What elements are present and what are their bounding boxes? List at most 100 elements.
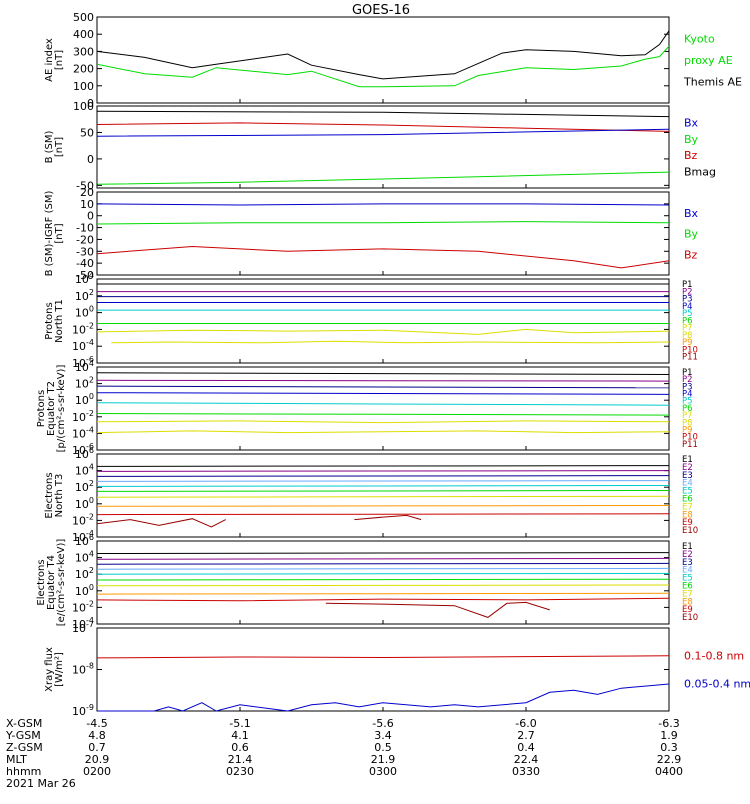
series-line (96, 552, 670, 554)
series-line (96, 465, 670, 467)
y-tick-label: 104 (75, 359, 94, 374)
legend-entry: Bz (684, 149, 698, 162)
y-tick-label: -30 (76, 245, 94, 258)
legend-entry: E4 (682, 479, 693, 489)
y-axis-label: Equator T4 (46, 555, 57, 610)
series-line (96, 655, 670, 659)
ephemeris-value: 0200 (83, 765, 111, 778)
series-line (96, 578, 670, 581)
y-tick-label: 100 (75, 305, 94, 320)
series-line (96, 45, 670, 88)
legend-entry: Bx (684, 116, 699, 129)
legend-entry: E5 (682, 487, 693, 497)
series-line (96, 475, 670, 477)
legend-entry: P1 (682, 280, 693, 290)
plot-title: GOES-16 (352, 3, 410, 18)
series-line (96, 122, 670, 132)
series-line (96, 221, 670, 225)
panel-frame (96, 16, 670, 104)
legend-entry: E1 (682, 455, 693, 465)
ephemeris-value: 21.4 (228, 753, 253, 766)
ephemeris-value: -4.5 (86, 717, 107, 730)
ephemeris-value: 0330 (512, 765, 540, 778)
y-tick-label: 100 (75, 583, 94, 598)
y-tick-label: 10 (80, 198, 94, 211)
ephemeris-value: 1.9 (660, 729, 678, 742)
legend-entry: E2 (682, 550, 693, 560)
y-tick-label: 500 (73, 11, 94, 24)
legend-entry: E6 (682, 582, 693, 592)
legend-entry: P7 (682, 411, 693, 421)
series-line (96, 372, 670, 375)
y-axis-label: Protons (36, 390, 47, 427)
legend-entry: P6 (682, 404, 693, 414)
y-tick-label: 10-8 (72, 662, 94, 677)
legend-entry: 0.1-0.8 nm (684, 650, 744, 663)
series-line (96, 557, 670, 560)
legend-entry: E4 (682, 566, 693, 576)
series-line (96, 245, 670, 269)
y-tick-label: 10-2 (72, 321, 94, 336)
ephemeris-value: 4.1 (231, 729, 249, 742)
ephemeris-value: 2.7 (517, 729, 535, 742)
legend-entry: P4 (682, 302, 693, 312)
y-tick-label: 10-9 (72, 703, 94, 718)
ephemeris-label: MLT (6, 753, 27, 766)
y-tick-label: 100 (75, 392, 94, 407)
series-line (96, 485, 670, 487)
legend-entry: P10 (682, 345, 698, 355)
series-line (96, 592, 670, 595)
y-axis-label: Equator T2 (46, 381, 57, 436)
y-tick-label: -50 (76, 269, 94, 282)
y-tick-label: -10 (76, 222, 94, 235)
ephemeris-value: 22.4 (514, 753, 539, 766)
y-tick-label: 300 (73, 45, 94, 58)
series-line (111, 340, 670, 344)
legend-entry: By (684, 133, 699, 146)
ephemeris-label: X-GSM (6, 717, 42, 730)
ephemeris-label: hhmm (6, 765, 41, 778)
legend-entry: P7 (682, 324, 693, 334)
series-line (325, 601, 550, 618)
legend-entry: Bz (684, 248, 698, 261)
series-line (96, 513, 670, 516)
legend-entry: P9 (682, 425, 693, 435)
y-axis-label: AE index (44, 38, 55, 82)
legend-entry: E9 (682, 518, 693, 528)
y-axis-label: North T1 (54, 299, 65, 343)
y-tick-label: 10-4 (72, 338, 94, 353)
series-line (96, 392, 670, 395)
series-line (96, 480, 670, 482)
legend-entry: Kyoto (684, 33, 715, 46)
ephemeris-label: Y-GSM (5, 729, 41, 742)
y-tick-label: 102 (75, 566, 94, 581)
series-line (97, 683, 670, 712)
legend-entry: P11 (682, 440, 698, 450)
legend-entry: P5 (682, 309, 693, 319)
series-line (96, 597, 670, 602)
y-axis-label: Electrons (36, 559, 47, 605)
ephemeris-label: Z-GSM (6, 741, 43, 754)
y-tick-label: 100 (73, 80, 94, 93)
legend-entry: E3 (682, 471, 693, 481)
legend-entry: E8 (682, 597, 693, 607)
y-tick-label: 106 (75, 446, 94, 461)
series-line (96, 584, 670, 587)
y-tick-label: 400 (73, 28, 94, 41)
panel-frame (96, 627, 670, 712)
legend-entry: Bmag (684, 166, 716, 179)
legend-entry: P4 (682, 390, 693, 400)
legend-entry: E9 (682, 605, 693, 615)
series-line (96, 379, 670, 382)
y-axis-label: Xray flux (44, 647, 55, 692)
y-tick-label: 102 (75, 479, 94, 494)
plot-date: 2021 Mar 26 (6, 777, 76, 790)
legend-entry: P11 (682, 353, 698, 363)
y-tick-label: 104 (75, 463, 94, 478)
legend-entry: P3 (682, 382, 693, 392)
y-tick-label: 10-2 (72, 599, 94, 614)
y-tick-label: 10-2 (72, 512, 94, 527)
series-line (96, 495, 670, 498)
ephemeris-value: 0.4 (517, 741, 535, 754)
y-tick-label: 106 (75, 533, 94, 548)
